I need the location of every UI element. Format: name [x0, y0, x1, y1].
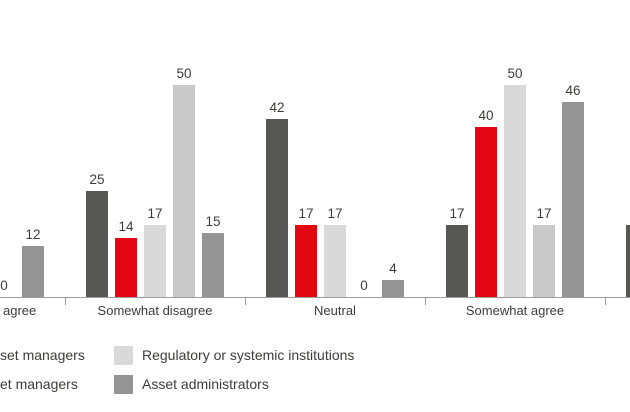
bar	[173, 85, 195, 297]
axis-tick	[425, 297, 426, 305]
bar	[446, 225, 468, 297]
bar-value-label: 0	[360, 278, 368, 293]
bar	[266, 119, 288, 297]
bar-value-label: 42	[269, 100, 285, 115]
axis-tick	[245, 297, 246, 305]
x-axis-line	[0, 297, 630, 298]
legend-swatch	[114, 345, 133, 365]
bar	[475, 127, 497, 297]
bar-value-label: 50	[507, 66, 523, 81]
category-label: Somewhat disagree	[97, 303, 213, 318]
bar	[533, 225, 555, 297]
category-axis-labels: agree Somewhat disagree Neutral Somewhat ag…	[0, 303, 630, 321]
bar-value-label: 17	[536, 206, 552, 221]
bar	[144, 225, 166, 297]
legend-label: Asset administrators	[142, 376, 269, 392]
bar-value-label: 12	[25, 227, 41, 242]
category-label: Somewhat agree	[465, 303, 565, 318]
bar-value-label: 15	[205, 214, 221, 229]
bar-value-label: 14	[118, 219, 134, 234]
legend-label: set managers	[0, 347, 85, 363]
legend-item: set managers	[0, 345, 114, 365]
bar	[324, 225, 346, 297]
axis-tick	[65, 297, 66, 305]
bar-value-label: 17	[147, 206, 163, 221]
bar-value-label: 50	[176, 66, 192, 81]
bar	[115, 238, 137, 297]
bar-value-label: 25	[89, 172, 105, 187]
bar-value-label: 17	[327, 206, 343, 221]
legend-swatch	[114, 374, 133, 394]
chart-legend: set managers Regulatory or systemic insti…	[0, 345, 354, 394]
legend-item: Asset administrators	[114, 374, 354, 394]
legend-item: et managers	[0, 374, 114, 394]
bar-value-label: 17	[449, 206, 465, 221]
bar-value-label: 40	[478, 108, 494, 123]
bar	[202, 233, 224, 297]
category-label: Neutral	[314, 303, 356, 318]
bar	[86, 191, 108, 297]
bar	[626, 225, 630, 297]
legend-label: et managers	[0, 376, 78, 392]
bar	[22, 246, 44, 297]
bar	[295, 225, 317, 297]
bar-value-label: 46	[565, 83, 581, 98]
bar	[562, 102, 584, 297]
bar-value-label: 17	[298, 206, 314, 221]
axis-tick	[605, 297, 606, 305]
bar	[504, 85, 526, 297]
category-label: agree	[3, 303, 37, 318]
legend-label: Regulatory or systemic institutions	[142, 347, 355, 363]
bar-value-label: 0	[0, 278, 8, 293]
bar	[382, 280, 404, 297]
bar-value-label: 4	[389, 261, 397, 276]
plot-area: 254217171417401717500500171215446	[0, 66, 630, 297]
legend-item: Regulatory or systemic institutions	[114, 345, 354, 365]
